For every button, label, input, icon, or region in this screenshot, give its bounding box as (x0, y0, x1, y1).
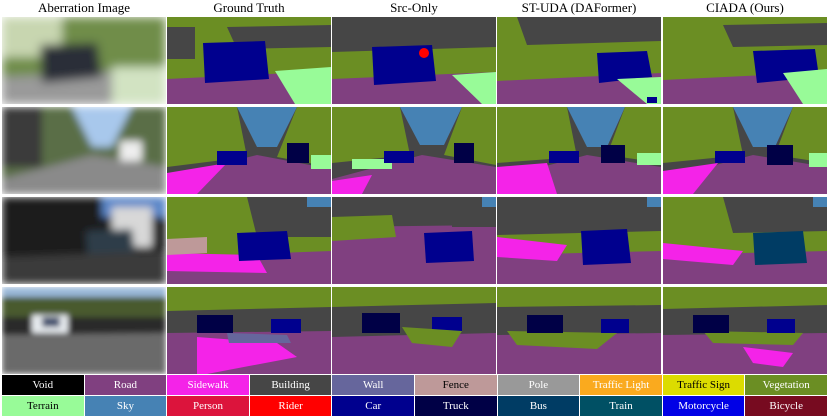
src-only-mask (332, 107, 496, 194)
ciada-mask (663, 197, 827, 284)
src-only-mask (332, 197, 496, 284)
legend-swatch: Road (84, 375, 167, 395)
aberration-image (2, 17, 166, 104)
legend-swatch: Building (249, 375, 332, 395)
ground-truth-mask (167, 107, 331, 194)
aberration-image (2, 107, 166, 194)
ciada-mask (663, 287, 827, 374)
legend-swatch: Person (167, 396, 249, 416)
column-header: Src-Only (390, 0, 438, 15)
st-uda-mask (497, 107, 661, 194)
aberration-image (2, 287, 166, 374)
legend-swatch: Bicycle (745, 396, 827, 416)
ground-truth-mask (167, 17, 331, 104)
column-header: CIADA (Ours) (706, 0, 784, 15)
legend-swatch: Motorcycle (662, 396, 745, 416)
column-header: Aberration Image (37, 0, 131, 15)
st-uda-mask (497, 287, 661, 374)
st-uda-mask (497, 17, 661, 104)
legend-swatch: Fence (415, 375, 497, 395)
class-color-legend: Void Road Sidewalk Building Wall Fence Pole Tra… (2, 375, 828, 417)
legend-swatch: Truck (415, 396, 497, 416)
st-uda-mask (497, 197, 661, 284)
legend-swatch: Bus (497, 396, 580, 416)
legend-swatch: Sky (84, 396, 167, 416)
legend-swatch: Void (2, 375, 84, 395)
legend-swatch: Train (580, 396, 662, 416)
legend-swatch: Rider (249, 396, 332, 416)
ground-truth-mask (167, 287, 331, 374)
legend-swatch: Wall (332, 375, 414, 395)
legend-swatch: Traffic Sign (662, 375, 745, 395)
legend-swatch: Terrain (2, 396, 84, 416)
legend-swatch: Pole (497, 375, 580, 395)
legend-swatch: Sidewalk (167, 375, 249, 395)
src-only-mask (332, 287, 496, 374)
legend-swatch: Vegetation (745, 375, 827, 395)
legend-swatch: Car (332, 396, 414, 416)
legend-swatch: Traffic Light (580, 375, 662, 395)
src-only-mask (332, 17, 496, 104)
ciada-mask (663, 17, 827, 104)
aberration-image (2, 197, 166, 284)
ciada-mask (663, 107, 827, 194)
column-header: ST-UDA (DAFormer) (521, 0, 637, 15)
ground-truth-mask (167, 197, 331, 284)
column-header: Ground Truth (213, 0, 285, 15)
